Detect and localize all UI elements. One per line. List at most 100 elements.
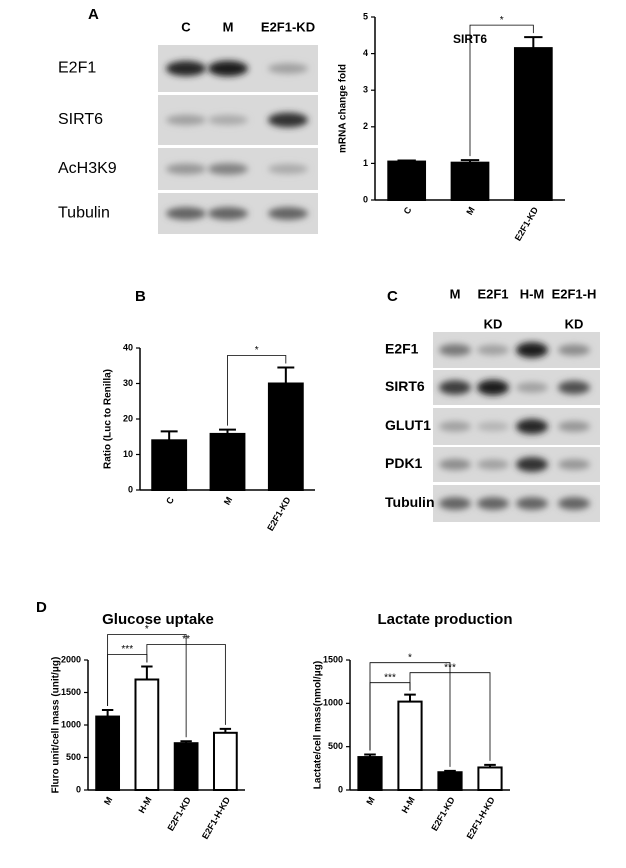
- x-tick-label: H-M: [137, 795, 154, 815]
- blot-band: [268, 207, 308, 220]
- blot-row-label: SIRT6: [58, 111, 103, 128]
- lane-label: C: [181, 19, 191, 34]
- significance-label: *: [255, 345, 259, 356]
- significance-bracket: [469, 24, 534, 157]
- error-bar: [524, 36, 543, 49]
- y-tick-label: 500: [328, 741, 343, 751]
- chart-title: Lactate production: [377, 611, 512, 628]
- y-axis-label: mRNA change fold: [338, 64, 349, 153]
- y-axis-label: Fluro unit/cell mass (unit/μg): [51, 657, 62, 794]
- chart-title: Glucose uptake: [102, 611, 214, 628]
- y-tick-label: 1000: [323, 698, 343, 708]
- blot-band: [439, 497, 471, 510]
- error-bar: [404, 693, 416, 702]
- blot-band: [516, 342, 548, 358]
- x-tick-label: E2F1-KD: [165, 795, 193, 833]
- y-tick-label: 4: [363, 48, 368, 58]
- y-tick-label: 0: [363, 194, 368, 204]
- x-tick-label: E2F1-KD: [513, 205, 541, 243]
- y-tick-label: 10: [123, 449, 133, 459]
- x-tick-label: E2F1-KD: [429, 795, 457, 833]
- significance-bracket: [227, 355, 287, 426]
- lane-label: M: [223, 19, 234, 34]
- blot-row-label: AcH3K9: [58, 160, 117, 177]
- panel-letter: B: [135, 288, 146, 305]
- blot-band: [439, 421, 471, 432]
- y-axis-label: Ratio (Luc to Renilla): [103, 369, 114, 469]
- blot-row-label: Tubulin: [58, 205, 110, 222]
- significance-bracket: [369, 662, 451, 767]
- error-bar: [444, 769, 456, 773]
- y-tick-label: 500: [66, 752, 81, 762]
- y-axis-label: Lactate/cell mass(nmol/μg): [313, 661, 324, 789]
- blot-row-label: PDK1: [385, 455, 423, 471]
- y-tick-label: 0: [76, 784, 81, 794]
- bar: [151, 439, 188, 491]
- blot-band: [439, 380, 471, 395]
- lane-label: E2F1: [477, 286, 508, 301]
- y-tick-label: 1000: [61, 719, 81, 729]
- y-tick-label: 0: [338, 784, 343, 794]
- blot-band: [268, 63, 308, 74]
- significance-label: *: [408, 652, 412, 663]
- x-tick-label: M: [102, 795, 114, 806]
- y-tick-label: 2000: [61, 654, 81, 664]
- bar: [267, 382, 304, 491]
- significance-bracket: [107, 634, 187, 738]
- bar: [134, 678, 160, 791]
- y-tick-label: 20: [123, 413, 133, 423]
- y-tick-label: 30: [123, 378, 133, 388]
- bar: [387, 160, 427, 202]
- lane-sublabel: KD: [484, 316, 503, 331]
- panel-letter: A: [88, 6, 99, 23]
- bar: [212, 731, 238, 791]
- error-bar: [484, 763, 496, 768]
- blot-row-label: E2F1: [385, 341, 419, 357]
- error-bar: [397, 159, 416, 162]
- bar: [209, 432, 246, 492]
- lane-label: E2F1-KD: [261, 19, 315, 34]
- blot-band: [439, 458, 471, 471]
- blot-band: [558, 380, 590, 395]
- blot-band: [516, 382, 548, 393]
- bar: [95, 715, 121, 791]
- bar: [437, 771, 463, 792]
- x-tick-label: E2F1-H-KD: [200, 795, 232, 841]
- bar: [477, 766, 503, 792]
- blot-band: [477, 459, 509, 470]
- blot-band: [558, 459, 590, 470]
- x-tick-label: C: [402, 205, 414, 216]
- x-tick-label: C: [164, 495, 176, 506]
- blot-row-label: GLUT1: [385, 417, 431, 433]
- y-tick-label: 1500: [61, 687, 81, 697]
- error-bar: [364, 753, 376, 758]
- x-tick-label: M: [222, 495, 234, 506]
- blot-band: [268, 112, 308, 128]
- blot-band: [477, 379, 509, 396]
- significance-label: ***: [384, 672, 396, 683]
- y-tick-label: 1: [363, 158, 368, 168]
- error-bar: [219, 727, 232, 733]
- error-bar: [219, 428, 236, 434]
- lane-label: M: [450, 286, 461, 301]
- blot-band: [558, 344, 590, 356]
- blot-band: [516, 457, 548, 472]
- blot-band: [208, 115, 248, 125]
- blot-band: [477, 344, 509, 356]
- x-tick-label: E2F1-H-KD: [465, 795, 497, 841]
- error-bar: [160, 430, 178, 441]
- error-bar: [180, 740, 192, 744]
- blot-band: [516, 418, 548, 435]
- x-tick-label: E2F1-KD: [265, 495, 293, 533]
- significance-label: *: [500, 15, 504, 26]
- y-tick-label: 3: [363, 85, 368, 95]
- blot-row-label: SIRT6: [385, 378, 425, 394]
- blot-band: [439, 344, 471, 356]
- error-bar: [277, 366, 295, 384]
- bar: [513, 47, 553, 201]
- blot-row-label: Tubulin: [385, 494, 435, 510]
- error-bar: [460, 159, 480, 163]
- y-tick-label: 2: [363, 121, 368, 131]
